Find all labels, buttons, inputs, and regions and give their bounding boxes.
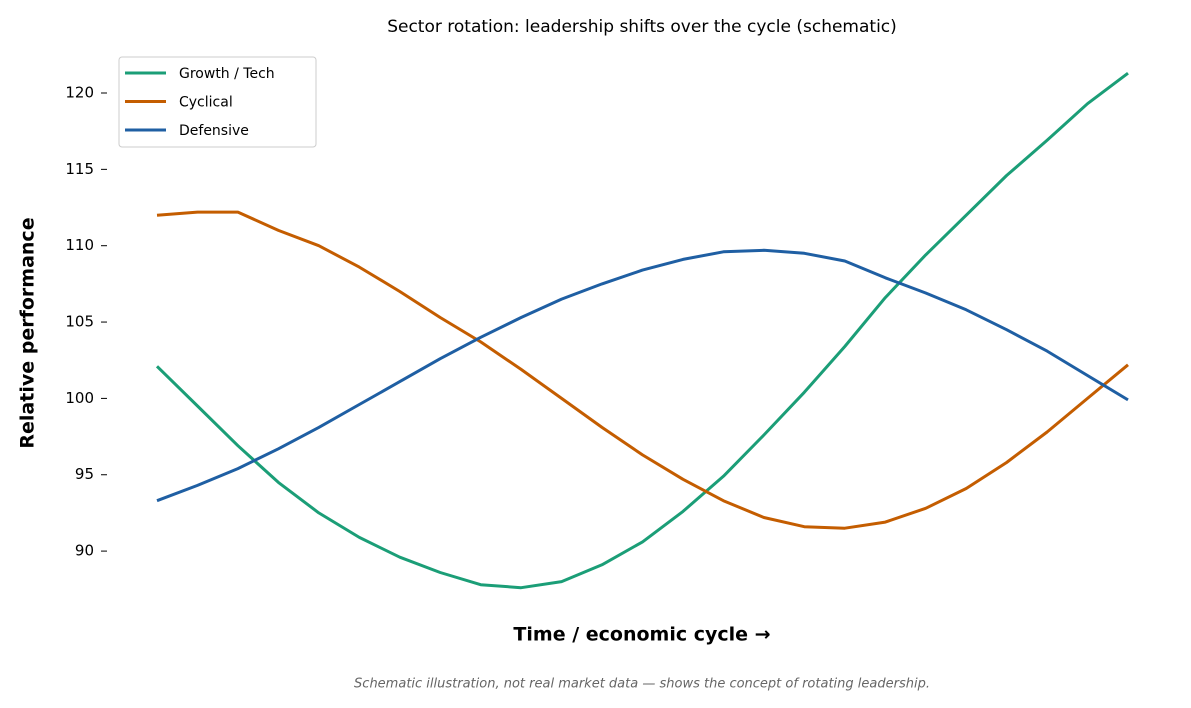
x-axis-label: Time / economic cycle →	[513, 624, 770, 646]
series-line	[156, 210, 1129, 530]
series-line	[156, 248, 1129, 503]
y-tick-label: 100	[65, 389, 94, 407]
y-tick-label: 110	[65, 236, 94, 254]
y-tick-label: 90	[75, 542, 94, 560]
legend-label: Cyclical	[179, 95, 233, 111]
legend-label: Defensive	[179, 123, 249, 139]
legend: Growth / Tech Cyclical Defensive	[118, 56, 317, 148]
footnote: Schematic illustration, not real market …	[354, 677, 930, 692]
legend-box	[118, 56, 317, 148]
y-tick-label: 105	[65, 313, 94, 331]
y-tick-label: 115	[65, 160, 94, 178]
legend-label: Growth / Tech	[179, 66, 275, 82]
y-axis-label: Relative performance	[17, 217, 39, 448]
y-tick-label: 120	[65, 84, 94, 102]
series-line	[155, 72, 1129, 590]
chart-title: Sector rotation: leadership shifts over …	[387, 17, 897, 37]
y-tick-label: 95	[75, 465, 94, 483]
